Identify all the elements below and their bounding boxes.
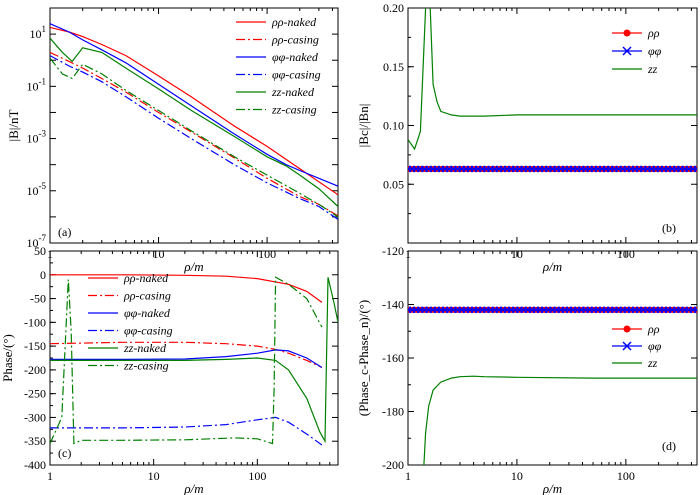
y-axis-label: |Bc|/|Bn| [356, 104, 371, 148]
x-tick-label: 100 [617, 469, 635, 483]
x-axis-label: ρ/m [542, 481, 562, 495]
x-axis-label: ρ/m [183, 259, 203, 274]
series-group [408, 306, 697, 465]
legend-marker-x [622, 341, 632, 351]
y-axis-label: (Phase_c-Phase_n)/(°) [356, 300, 371, 416]
y-tick-label: 10-3 [27, 129, 47, 146]
legend-label: ρρ [647, 26, 660, 40]
legend-label: φφ-casing [124, 324, 173, 338]
x-axis-label: ρ/m [542, 259, 562, 274]
panel-label: (a) [58, 225, 71, 239]
y-tick-label: 10-7 [27, 233, 47, 250]
x-tick-label: 10 [511, 469, 523, 483]
x-tick-label: 10 [148, 469, 160, 483]
y-tick-label: 50 [34, 244, 46, 258]
legend-marker-x [622, 46, 632, 56]
series-line-ff [50, 23, 338, 187]
legend: ρρ φφ zz [612, 322, 662, 370]
series-line-zz [50, 37, 338, 207]
legend-label: φφ [648, 44, 662, 58]
panel-c: 1 10 100 -400 -350 -300 -250 -200 -150 -100 -50 0 50… [0, 244, 339, 495]
series-line-ff [50, 349, 323, 369]
series-line-zz [408, 8, 697, 151]
y-tick-label: -200 [382, 458, 404, 472]
series-group [50, 23, 338, 220]
y-tick-label: 0.15 [383, 60, 404, 74]
marker-x [693, 306, 697, 314]
panel-a: 11010010-710-510-310-1101ρ/m|B|/nTρρ-nak… [6, 7, 339, 274]
legend-marker-dot [623, 325, 631, 333]
legend-label: φφ-naked [272, 50, 319, 64]
legend-label: ρρ [647, 322, 660, 336]
y-tick-label: -350 [24, 434, 46, 448]
legend-label: zz [647, 62, 658, 76]
y-tick-label: 101 [30, 24, 47, 41]
marker-x [693, 165, 697, 173]
series-line-zz [423, 375, 697, 465]
legend-label: zz-naked [271, 85, 315, 99]
y-tick-label: -120 [382, 244, 404, 258]
legend-label: zz-naked [123, 341, 167, 355]
x-tick-label: 100 [248, 469, 266, 483]
legend: ρρ-naked ρρ-casing φφ-naked φφ-casing zz-nak… [236, 15, 321, 117]
panel-label: (b) [662, 221, 676, 235]
legend-label: zz-casing [123, 359, 169, 373]
legend-marker-dot [623, 29, 631, 37]
y-tick-label: -180 [382, 405, 404, 419]
series-line-rr [50, 26, 338, 196]
legend: ρρ φφ zz [612, 26, 662, 76]
panel-b: 1101000.050.100.150.20ρ/m|Bc|/|Bn|ρρφφzz… [356, 1, 698, 274]
y-tick-label: -140 [382, 298, 404, 312]
x-tick-label: 1 [405, 469, 411, 483]
y-tick-label: 0.10 [383, 119, 404, 133]
plot-frame [49, 7, 339, 244]
y-tick-label: 0 [40, 268, 46, 282]
panel-d: 1 10 100 -200 -180 -160 -140 -120 ρ/m (Phase_c-Ph… [356, 244, 698, 495]
legend-label: φφ-casing [272, 68, 321, 82]
legend-label: zz [647, 356, 658, 370]
series-line-zz [50, 277, 338, 444]
y-tick-label: 10-5 [27, 181, 47, 198]
legend-label: φφ [648, 339, 662, 353]
legend-label: ρρ-naked [123, 271, 169, 285]
legend-label: φφ-naked [124, 306, 171, 320]
legend-label: zz-casing [271, 103, 317, 117]
y-tick-label: 10-1 [27, 76, 47, 93]
y-tick-label: -400 [24, 458, 46, 472]
y-tick-label: 0.20 [383, 1, 404, 15]
series-line-ff-casing [50, 416, 323, 446]
y-tick-label: -150 [24, 339, 46, 353]
series-line-ff-casing [50, 55, 338, 220]
series-line-rr [50, 274, 323, 303]
y-axis-label: Phase/(°) [0, 334, 15, 382]
panel-label: (d) [662, 439, 676, 453]
panel-label: (c) [58, 446, 71, 460]
y-tick-label: 0.05 [383, 177, 404, 191]
series-line-rr-casing [50, 51, 338, 217]
legend-label: ρρ-casing [123, 289, 171, 303]
y-axis-label: |B|/nT [6, 109, 21, 141]
series-line-rr-casing [50, 341, 323, 369]
series-line-zz-casing [50, 57, 338, 218]
y-tick-label: -250 [24, 387, 46, 401]
x-tick-label: 10 [153, 247, 165, 261]
x-axis-label: ρ/m [183, 481, 203, 495]
y-tick-label: -200 [24, 363, 46, 377]
legend-label: ρρ-casing [271, 33, 319, 47]
y-tick-label: -300 [24, 410, 46, 424]
x-tick-label: 1 [47, 469, 53, 483]
x-tick-label: 100 [258, 247, 276, 261]
y-tick-label: -160 [382, 351, 404, 365]
legend: ρρ-naked ρρ-casing φφ-naked φφ-casing zz-nak… [88, 271, 173, 373]
y-tick-label: -100 [24, 315, 46, 329]
series-group [408, 8, 697, 173]
series-group [50, 274, 338, 446]
series-line-zz-casing [50, 276, 323, 445]
y-tick-label: -50 [30, 292, 46, 306]
legend-label: ρρ-naked [271, 15, 317, 29]
